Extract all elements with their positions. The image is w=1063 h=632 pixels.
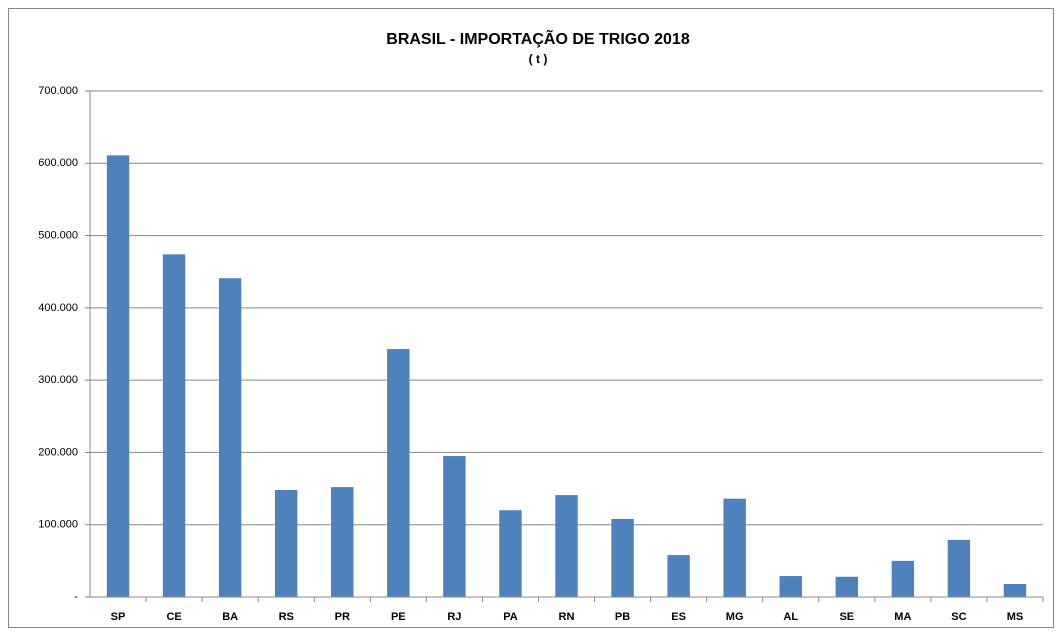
x-tick-label: BA xyxy=(222,611,238,623)
x-tick-label: CE xyxy=(166,611,181,623)
bar xyxy=(162,254,186,597)
x-tick-label: MA xyxy=(894,611,911,623)
x-tick-label: ES xyxy=(671,611,686,623)
x-tick-label: AL xyxy=(783,611,798,623)
bar xyxy=(218,278,242,597)
bar xyxy=(723,498,746,597)
bar xyxy=(106,155,130,597)
y-tick-label: 300.000 xyxy=(38,374,78,386)
x-tick-label: RJ xyxy=(447,611,461,623)
y-tick-label: 600.000 xyxy=(38,157,78,169)
bar xyxy=(835,576,859,597)
bar xyxy=(891,560,915,597)
y-tick-label: 200.000 xyxy=(38,446,78,458)
y-tick-label: 700.000 xyxy=(38,85,78,97)
bar xyxy=(499,510,522,597)
x-tick-label: RS xyxy=(279,611,294,623)
bar xyxy=(387,349,410,597)
x-tick-label: MS xyxy=(1007,611,1024,623)
chart-subtitle: ( t ) xyxy=(529,52,548,66)
bar xyxy=(1003,583,1027,597)
x-tick-label: PR xyxy=(335,611,350,623)
bar xyxy=(274,490,298,597)
bar xyxy=(555,495,578,597)
x-tick-label: SP xyxy=(111,611,126,623)
bar xyxy=(947,539,971,597)
x-tick-label: SE xyxy=(839,611,854,623)
y-tick-label: 100.000 xyxy=(38,519,78,531)
chart-title: BRASIL - IMPORTAÇÃO DE TRIGO 2018 xyxy=(386,28,690,48)
y-tick-label: 400.000 xyxy=(38,302,78,314)
y-tick-label: 500.000 xyxy=(38,229,78,241)
bar xyxy=(667,555,690,597)
x-tick-label: RN xyxy=(559,611,575,623)
x-tick-label: SC xyxy=(951,611,966,623)
x-tick-label: PE xyxy=(391,611,406,623)
bar xyxy=(779,576,802,597)
x-tick-label: PA xyxy=(503,611,518,623)
x-tick-label: MG xyxy=(726,611,744,623)
bar xyxy=(331,487,354,597)
y-tick-label: - xyxy=(74,591,78,603)
x-tick-label: PB xyxy=(615,611,630,623)
bar xyxy=(443,456,466,597)
bar xyxy=(611,518,634,597)
